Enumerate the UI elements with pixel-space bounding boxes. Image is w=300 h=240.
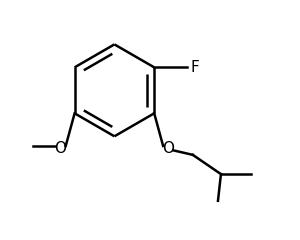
Text: O: O: [163, 141, 175, 156]
Text: O: O: [54, 141, 66, 156]
Text: F: F: [190, 60, 199, 75]
